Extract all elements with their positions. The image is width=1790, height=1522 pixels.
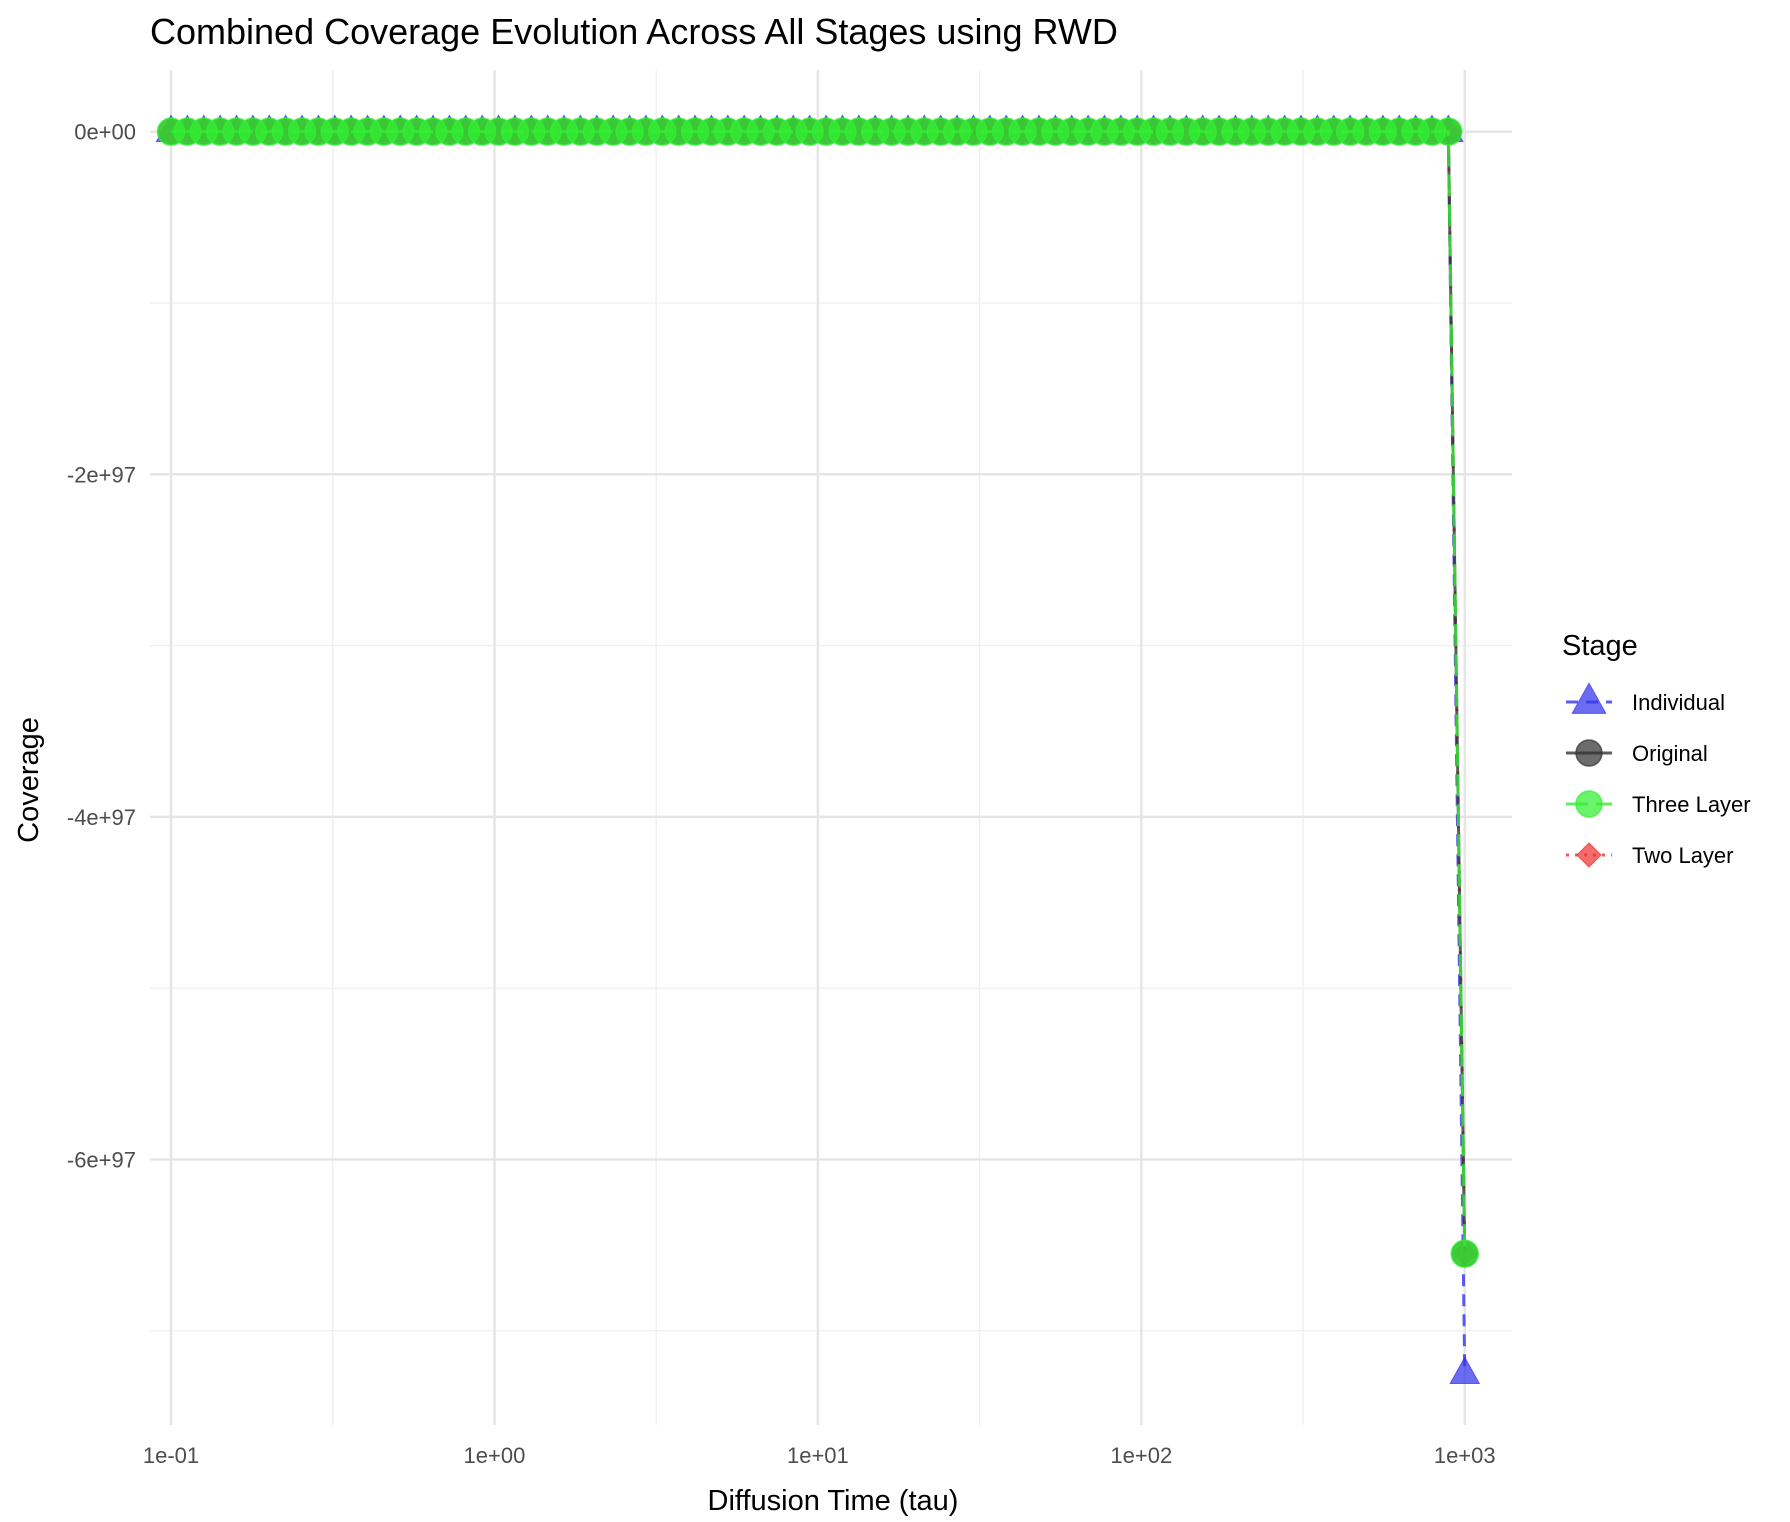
data-point — [1450, 1239, 1479, 1268]
legend-entry-two-layer: Two Layer — [1566, 842, 1734, 868]
legend-label: Original — [1632, 741, 1708, 766]
chart-title: Combined Coverage Evolution Across All S… — [150, 11, 1118, 52]
x-tick-label: 1e+03 — [1434, 1443, 1496, 1468]
legend: Stage Individual Original Three Layer Two L… — [1562, 630, 1751, 868]
data-point — [1449, 1356, 1481, 1384]
y-tick-label: -6e+97 — [67, 1147, 136, 1172]
data-point — [1434, 117, 1463, 146]
y-axis-title: Coverage — [13, 717, 45, 843]
x-tick-label: 1e-01 — [143, 1443, 199, 1468]
legend-key-three-layer — [1566, 790, 1612, 818]
x-tick-label: 1e+01 — [787, 1443, 849, 1468]
y-tick-label: 0e+00 — [74, 120, 136, 145]
x-axis-title: Diffusion Time (tau) — [708, 1485, 959, 1517]
series-layer — [155, 114, 1481, 1384]
legend-label: Individual — [1632, 690, 1725, 715]
legend-key-original — [1566, 739, 1612, 767]
series-three-layer — [156, 117, 1479, 1268]
x-tick-label: 1e+00 — [464, 1443, 526, 1468]
legend-entry-three-layer: Three Layer — [1566, 790, 1751, 818]
legend-entry-individual: Individual — [1566, 682, 1725, 715]
y-tick-label: -2e+97 — [67, 462, 136, 487]
legend-label: Two Layer — [1632, 843, 1734, 868]
grid — [150, 70, 1512, 1425]
legend-label: Three Layer — [1632, 792, 1751, 817]
x-tick-label: 1e+02 — [1110, 1443, 1172, 1468]
legend-key-individual — [1566, 682, 1612, 714]
legend-key-two-layer — [1566, 842, 1612, 868]
y-axis-ticks: 0e+00 -2e+97 -4e+97 -6e+97 — [67, 120, 136, 1173]
y-tick-label: -4e+97 — [67, 805, 136, 830]
x-axis-ticks: 1e-01 1e+00 1e+01 1e+02 1e+03 — [143, 1443, 1496, 1468]
legend-entry-original: Original — [1566, 739, 1708, 767]
legend-title: Stage — [1562, 630, 1638, 662]
